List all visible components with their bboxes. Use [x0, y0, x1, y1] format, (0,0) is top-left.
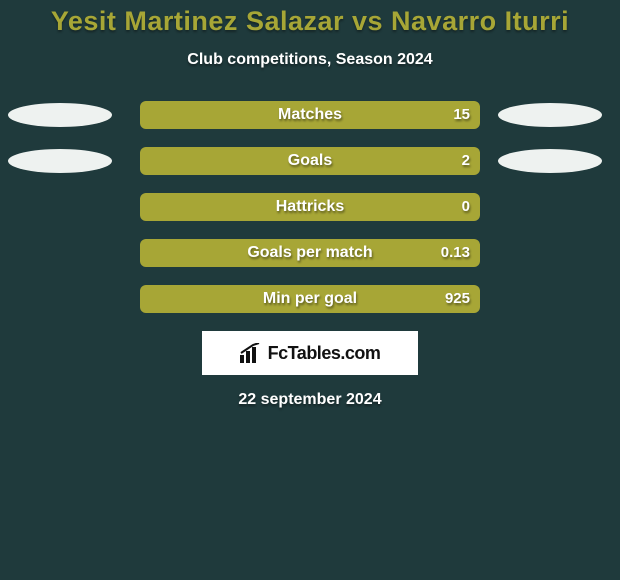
stat-row: Goals2 — [0, 147, 620, 175]
date-text: 22 september 2024 — [0, 391, 620, 409]
stat-rows: Matches15 Goals2 Hattricks0 Goals per match… — [0, 101, 620, 313]
stat-bar: Min per goal925 — [140, 285, 480, 313]
stat-bar: Matches15 — [140, 101, 480, 129]
stat-value: 925 — [445, 285, 470, 313]
stat-row: Hattricks0 — [0, 193, 620, 221]
player-right-ellipse — [498, 103, 602, 127]
page-title: Yesit Martinez Salazar vs Navarro Iturri — [0, 0, 620, 37]
stat-bar: Goals2 — [140, 147, 480, 175]
stat-label: Goals per match — [140, 239, 480, 267]
stat-bar: Goals per match0.13 — [140, 239, 480, 267]
stat-value: 0.13 — [441, 239, 470, 267]
player-right-ellipse — [498, 149, 602, 173]
stat-row: Matches15 — [0, 101, 620, 129]
subtitle: Club competitions, Season 2024 — [0, 51, 620, 69]
stat-row: Goals per match0.13 — [0, 239, 620, 267]
stat-value: 0 — [462, 193, 470, 221]
brand-text: FcTables.com — [268, 343, 381, 364]
stat-label: Min per goal — [140, 285, 480, 313]
player-left-ellipse — [8, 103, 112, 127]
stat-label: Matches — [140, 101, 480, 129]
stat-value: 15 — [453, 101, 470, 129]
stat-row: Min per goal925 — [0, 285, 620, 313]
stat-value: 2 — [462, 147, 470, 175]
player-left-ellipse — [8, 149, 112, 173]
stat-label: Hattricks — [140, 193, 480, 221]
brand-box: FcTables.com — [202, 331, 418, 375]
stat-label: Goals — [140, 147, 480, 175]
bar-chart-icon — [240, 343, 262, 363]
comparison-infographic: Yesit Martinez Salazar vs Navarro Iturri… — [0, 0, 620, 580]
stat-bar: Hattricks0 — [140, 193, 480, 221]
